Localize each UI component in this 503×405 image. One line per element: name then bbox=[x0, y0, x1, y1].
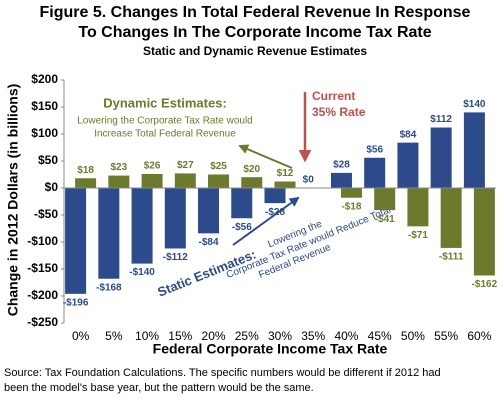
x-tick-label: 60% bbox=[467, 329, 491, 343]
value-label: $84 bbox=[400, 129, 417, 140]
bar bbox=[164, 188, 186, 249]
annotation-arrow bbox=[238, 144, 293, 169]
value-label: $56 bbox=[366, 144, 383, 155]
x-tick-label: 5% bbox=[105, 329, 123, 343]
value-label: $26 bbox=[144, 161, 161, 172]
chart-title: To Changes In The Corporate Income Tax R… bbox=[78, 24, 431, 41]
value-label: -$41 bbox=[375, 214, 395, 225]
annotation-arrow bbox=[232, 196, 300, 246]
x-tick-label: 35% bbox=[301, 329, 325, 343]
value-label: -$111 bbox=[439, 252, 464, 263]
x-tick-label: 50% bbox=[401, 329, 425, 343]
y-tick-label: -$100 bbox=[27, 234, 58, 248]
y-tick-label: -$250 bbox=[27, 315, 58, 329]
annotation-title: Dynamic Estimates: bbox=[103, 95, 227, 110]
bar bbox=[141, 173, 163, 188]
x-tick-label: 25% bbox=[235, 329, 259, 343]
x-tick-label: 40% bbox=[334, 329, 358, 343]
value-label: -$162 bbox=[472, 279, 498, 290]
y-axis-label: Change in 2012 Dollars (in billions) bbox=[5, 84, 21, 317]
bar bbox=[75, 178, 97, 188]
bar bbox=[241, 177, 263, 188]
bar bbox=[208, 174, 230, 188]
y-tick-label: $0 bbox=[45, 180, 59, 194]
value-label: $18 bbox=[77, 165, 94, 176]
value-label: $12 bbox=[277, 168, 294, 179]
y-tick-label: $50 bbox=[38, 153, 58, 167]
value-label: -$168 bbox=[96, 282, 122, 293]
bar bbox=[231, 188, 253, 219]
value-label: -$84 bbox=[199, 237, 219, 248]
bar bbox=[274, 181, 296, 188]
y-tick-label: -$150 bbox=[27, 261, 58, 275]
bar bbox=[473, 188, 495, 276]
bar bbox=[65, 188, 87, 294]
annotation-text: Lowering the Corporate Tax Rate would bbox=[77, 116, 252, 127]
value-label: -$140 bbox=[129, 267, 155, 278]
bar bbox=[340, 188, 362, 198]
value-label: $112 bbox=[430, 114, 452, 125]
x-tick-label: 15% bbox=[168, 329, 192, 343]
value-label: -$71 bbox=[408, 230, 428, 241]
x-axis-label: Federal Corporate Income Tax Rate bbox=[153, 341, 388, 357]
chart-subtitle: Static and Dynamic Revenue Estimates bbox=[143, 44, 367, 58]
y-tick-label: $100 bbox=[31, 126, 58, 140]
x-tick-label: 0% bbox=[72, 329, 90, 343]
bar bbox=[98, 188, 120, 279]
bar bbox=[264, 188, 286, 204]
value-label: $28 bbox=[333, 160, 350, 171]
value-label: $140 bbox=[463, 99, 486, 110]
y-tick-label: -$50 bbox=[34, 207, 58, 221]
annotation-text: 35% Rate bbox=[312, 105, 366, 119]
value-label: -$28 bbox=[265, 207, 285, 218]
value-label: $25 bbox=[210, 161, 227, 172]
annotation-text: Current bbox=[312, 89, 355, 103]
x-tick-label: 20% bbox=[202, 329, 226, 343]
x-tick-label: 30% bbox=[268, 329, 292, 343]
bar bbox=[374, 188, 396, 211]
value-label: -$112 bbox=[163, 252, 188, 263]
value-label: $20 bbox=[243, 164, 260, 175]
value-label: $0 bbox=[303, 175, 315, 186]
y-tick-label: -$200 bbox=[27, 288, 58, 302]
source-note: been the model's base year, but the patt… bbox=[4, 382, 314, 394]
bar bbox=[330, 172, 352, 188]
bar bbox=[440, 188, 462, 248]
y-tick-label: $150 bbox=[31, 99, 58, 113]
bar bbox=[131, 188, 153, 264]
value-label: -$196 bbox=[63, 297, 89, 308]
value-label: -$18 bbox=[341, 201, 361, 212]
bar bbox=[397, 142, 419, 188]
x-tick-label: 10% bbox=[135, 329, 159, 343]
annotation-text: Increase Total Federal Revenue bbox=[94, 129, 236, 140]
value-label: $23 bbox=[111, 162, 128, 173]
bar bbox=[108, 175, 130, 188]
source-note: Source: Tax Foundation Calculations. The… bbox=[4, 367, 441, 379]
x-tick-label: 45% bbox=[368, 329, 392, 343]
value-label: -$56 bbox=[232, 222, 252, 233]
bar bbox=[198, 188, 220, 234]
chart-title: Figure 5. Changes In Total Federal Reven… bbox=[40, 4, 471, 21]
bar bbox=[430, 127, 452, 188]
bar bbox=[407, 188, 429, 227]
bar bbox=[364, 157, 386, 188]
y-tick-label: $200 bbox=[31, 72, 58, 86]
value-label: $27 bbox=[177, 160, 194, 171]
x-tick-label: 55% bbox=[434, 329, 458, 343]
bar bbox=[174, 173, 196, 188]
bar bbox=[463, 112, 485, 188]
